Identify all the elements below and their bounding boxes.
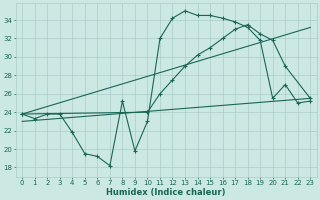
X-axis label: Humidex (Indice chaleur): Humidex (Indice chaleur)	[107, 188, 226, 197]
